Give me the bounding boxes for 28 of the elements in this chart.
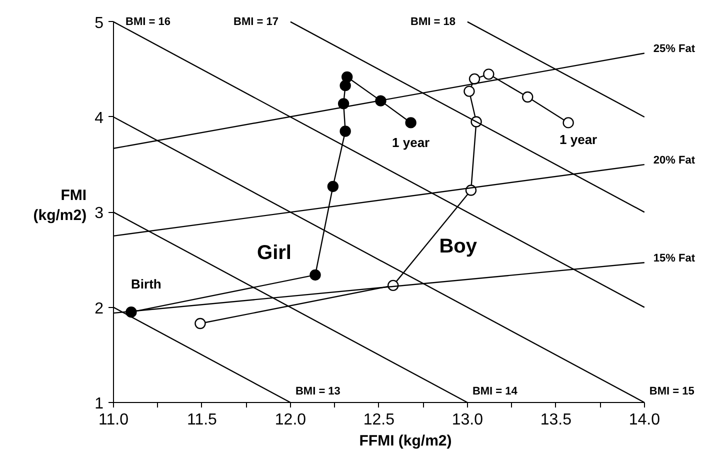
series-label: Girl	[257, 242, 292, 264]
y-tick-label: 2	[94, 300, 104, 318]
x-tick-label: 11.5	[187, 412, 218, 428]
series-label: BMI = 16	[126, 16, 170, 28]
series-label: BMI = 18	[410, 16, 456, 28]
annotation: 1 year	[560, 132, 598, 148]
series-label: BMI = 15	[649, 386, 694, 398]
x-tick-label: 12.5	[363, 412, 395, 428]
y-tick-label: 3	[94, 205, 104, 222]
y-tick-label: 4	[94, 110, 104, 127]
x-tick-label: 12.0	[274, 412, 306, 428]
y-tick-label: 5	[94, 14, 104, 32]
y-axis-title: FMI (kg/m2)	[33, 186, 87, 224]
series-label: 15% Fat	[653, 252, 696, 265]
series-label: Boy	[439, 235, 478, 258]
x-tick-label: 13.5	[540, 412, 572, 428]
series-label: 20% Fat	[653, 154, 696, 167]
series-label: 25% Fat	[653, 43, 696, 56]
series-label: BMI = 17	[234, 16, 278, 28]
series-label: BMI = 14	[472, 386, 518, 398]
x-tick-label: 13.0	[452, 412, 484, 428]
annotation: 1 year	[392, 135, 430, 150]
annotation: Birth	[131, 276, 162, 292]
x-axis-title: FFMI (kg/m2)	[359, 432, 452, 450]
x-tick-label: 14.0	[628, 412, 660, 428]
x-tick-label: 11.0	[98, 412, 129, 428]
series-label: BMI = 13	[295, 386, 340, 398]
y-tick-label: 1	[94, 396, 104, 412]
